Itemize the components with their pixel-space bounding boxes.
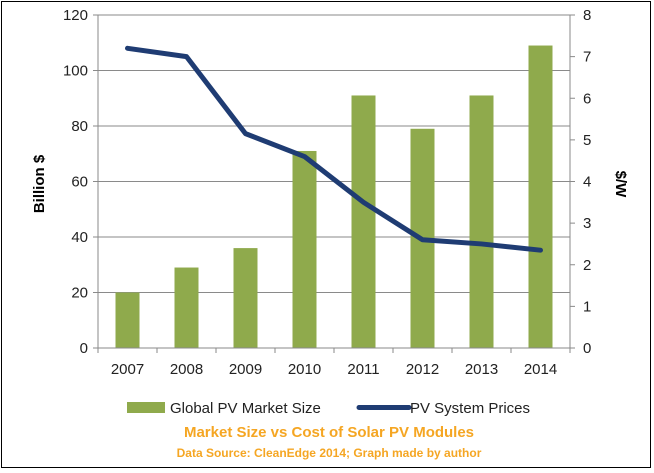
y2-tick-label: 7 [583,49,591,66]
bar [174,267,199,348]
bar [469,95,494,348]
right-tick-labels: 0 1 2 3 4 5 6 7 8 [583,7,591,357]
y-tick-label: 40 [71,229,88,246]
legend-swatch-bar [127,402,165,413]
legend-label-line: PV System Prices [410,400,530,417]
x-tick-label: 2014 [524,361,557,378]
y-tick-label: 100 [63,63,88,80]
line-point [539,248,542,252]
y-axis-title: Billion $ [31,154,48,213]
y-tick-label: 20 [71,285,88,302]
bar [292,150,317,348]
line-point [480,242,483,246]
bar [351,95,376,348]
x-tick-labels: 2007 2008 2009 2010 2011 2012 2013 2014 [111,361,557,378]
x-tick-label: 2011 [347,361,379,378]
bar [528,45,553,349]
x-tick-label: 2009 [229,361,262,378]
x-tick-label: 2008 [170,361,203,378]
chart-caption: Market Size vs Cost of Solar PV Modules [184,424,474,441]
bar [115,292,140,348]
y2-tick-label: 0 [583,340,591,357]
y2-tick-label: 4 [583,174,591,191]
price-line-path [125,45,543,253]
y2-tick-label: 5 [583,132,591,149]
bar [233,248,258,348]
x-tick-label: 2007 [111,361,144,378]
legend-label-bar: Global PV Market Size [170,400,321,417]
y-tick-label: 120 [63,7,88,24]
left-tick-labels: 0 20 40 60 80 100 120 [63,7,88,357]
line-point [244,132,247,136]
x-tick-label: 2010 [288,361,321,378]
y2-tick-label: 3 [583,215,591,232]
line-point [362,200,365,204]
bars [115,45,553,349]
y2-tick-label: 8 [583,7,591,24]
y2-axis-title: $/W [612,171,629,199]
y2-tick-label: 6 [583,90,591,107]
line-point [126,46,129,50]
line-point [303,155,306,159]
chart-source: Data Source: CleanEdge 2014; Graph made … [177,446,482,460]
line-point [185,55,188,59]
line-point [421,238,424,242]
y2-tick-label: 2 [583,257,591,274]
axes [93,14,575,353]
price-line [125,45,543,253]
x-tick-label: 2013 [465,361,498,378]
y-tick-label: 80 [71,118,88,135]
y2-tick-label: 1 [583,298,591,315]
legend: Global PV Market Size PV System Prices [127,400,530,417]
y-tick-label: 60 [71,174,88,191]
x-tick-label: 2012 [406,361,439,378]
y-tick-label: 0 [80,340,88,357]
